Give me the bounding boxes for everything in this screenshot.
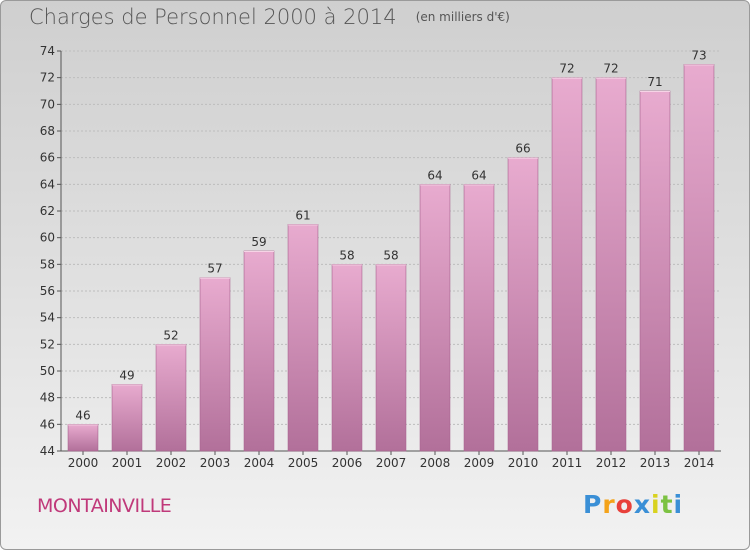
y-tick-label: 60 <box>40 231 55 245</box>
x-tick-label: 2010 <box>508 456 539 470</box>
bar-2001[interactable] <box>111 384 143 452</box>
data-label: 58 <box>383 248 398 262</box>
data-label: 52 <box>163 328 178 342</box>
y-tick-label: 52 <box>40 337 55 351</box>
x-tick-label: 2008 <box>420 456 451 470</box>
y-tick-label: 50 <box>40 364 55 378</box>
commune-name: MONTAINVILLE <box>37 495 172 517</box>
y-tick-label: 74 <box>40 44 55 58</box>
data-labels: 46 49 52 57 59 61 58 58 64 64 66 72 72 71 73 <box>75 48 706 422</box>
y-tick-label: 64 <box>40 177 55 191</box>
data-label: 64 <box>471 168 486 182</box>
y-tick-label: 68 <box>40 124 55 138</box>
x-tick-label: 2004 <box>244 456 275 470</box>
x-tick-label: 2011 <box>552 456 583 470</box>
logo-letter: t <box>660 490 674 519</box>
bar-2008[interactable] <box>419 184 451 452</box>
logo-letter: o <box>615 490 634 519</box>
chart-title: Charges de Personnel 2000 à 2014 <box>29 5 397 29</box>
bar-2000[interactable] <box>67 424 99 452</box>
chart-subtitle: (en milliers d'€) <box>415 10 510 24</box>
bar-2003[interactable] <box>199 277 231 452</box>
x-tick-label: 2002 <box>156 456 187 470</box>
bar-2009[interactable] <box>463 184 495 452</box>
x-tick-label: 2009 <box>464 456 495 470</box>
y-tick-label: 72 <box>40 71 55 85</box>
x-tick-label: 2005 <box>288 456 319 470</box>
y-tick-label: 46 <box>40 417 55 431</box>
data-label: 66 <box>515 142 530 156</box>
axes: 44 46 48 50 52 54 56 58 60 62 64 66 68 70 72 74 2000 2001… <box>40 44 721 470</box>
data-label: 58 <box>339 248 354 262</box>
x-tick-label: 2001 <box>112 456 143 470</box>
bar-2005[interactable] <box>287 224 319 452</box>
bar-2010[interactable] <box>507 157 539 452</box>
data-label: 57 <box>207 262 222 276</box>
x-tick-label: 2013 <box>640 456 671 470</box>
data-label: 73 <box>691 48 706 62</box>
data-label: 72 <box>603 62 618 76</box>
x-tick-label: 2003 <box>200 456 231 470</box>
data-label: 71 <box>647 75 662 89</box>
x-tick-label: 2006 <box>332 456 363 470</box>
y-tick-label: 54 <box>40 311 55 325</box>
bar-2013[interactable] <box>639 90 671 452</box>
data-label: 46 <box>75 408 90 422</box>
bar-2002[interactable] <box>155 344 187 452</box>
title-block: Charges de Personnel 2000 à 2014 (en mil… <box>29 5 510 29</box>
data-label: 61 <box>295 208 310 222</box>
logo-letter: i <box>651 490 661 519</box>
bar-2011[interactable] <box>551 77 583 452</box>
y-tick-label: 58 <box>40 257 55 271</box>
bar-2014[interactable] <box>683 64 715 452</box>
logo-letter: i <box>673 490 684 519</box>
logo-letter: x <box>633 490 651 519</box>
y-tick-label: 70 <box>40 97 55 111</box>
bar-2007[interactable] <box>375 264 407 452</box>
x-tick-label: 2000 <box>68 456 99 470</box>
y-tick-label: 44 <box>40 444 55 458</box>
data-label: 59 <box>251 235 266 249</box>
bars <box>67 64 715 452</box>
logo-letter: r <box>602 490 616 519</box>
logo-letter: P <box>583 490 603 519</box>
y-tick-label: 48 <box>40 391 55 405</box>
y-tick-label: 62 <box>40 204 55 218</box>
y-tick-label: 66 <box>40 151 55 165</box>
data-label: 72 <box>559 62 574 76</box>
bar-2012[interactable] <box>595 77 627 452</box>
x-tick-label: 2012 <box>596 456 627 470</box>
proxiti-logo[interactable]: Proxiti <box>583 490 683 519</box>
x-tick-label: 2014 <box>684 456 715 470</box>
bar-2004[interactable] <box>243 250 275 452</box>
y-tick-label: 56 <box>40 284 55 298</box>
bar-2006[interactable] <box>331 264 363 452</box>
data-label: 49 <box>119 368 134 382</box>
data-label: 64 <box>427 168 442 182</box>
x-tick-label: 2007 <box>376 456 407 470</box>
